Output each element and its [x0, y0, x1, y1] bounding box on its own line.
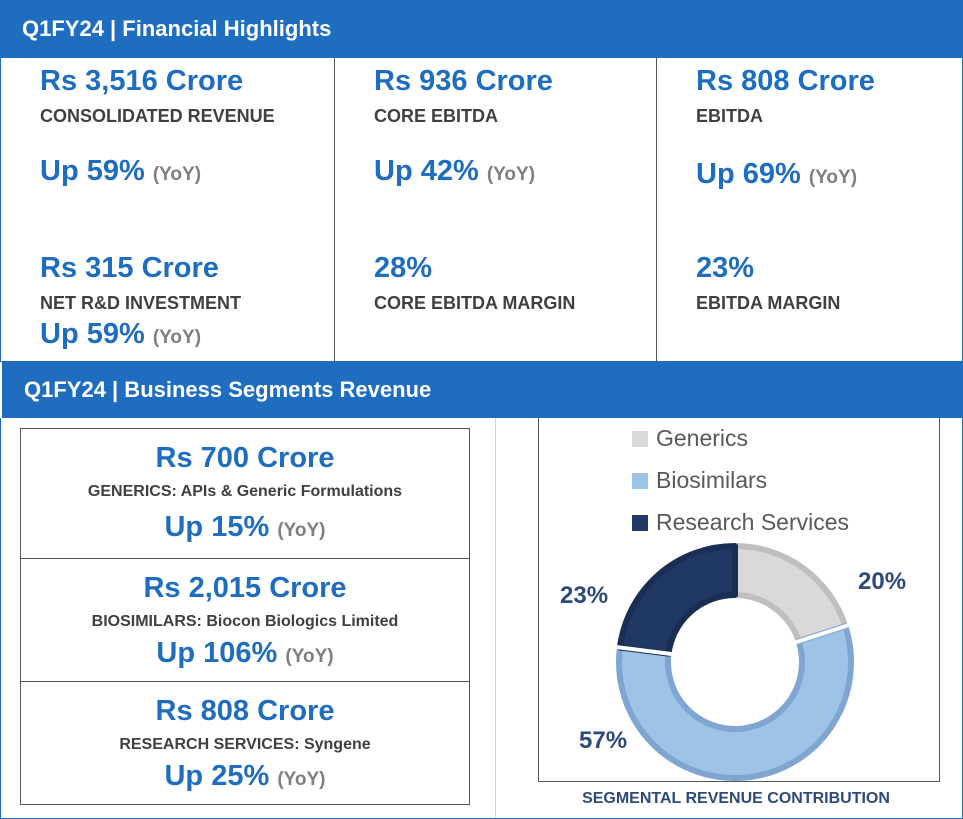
- revenue-metric: Rs 3,516 Crore CONSOLIDATED REVENUE Up 5…: [40, 67, 275, 188]
- segment-research-growth: Up 25% (YoY): [21, 760, 469, 793]
- revenue-growth: Up 59% (YoY): [40, 155, 275, 188]
- segment-biosimilars-label: BIOSIMILARS: Biocon Biologics Limited: [91, 613, 399, 630]
- chart-caption: SEGMENTAL REVENUE CONTRIBUTION: [582, 790, 890, 807]
- revenue-growth-value: Up 59%: [40, 155, 145, 187]
- legend-swatch-research: [632, 514, 648, 531]
- segment-biosimilars-growth-value: Up 106%: [156, 637, 278, 669]
- slice-label-research: 23%: [560, 582, 609, 609]
- financial-highlights-title: Q1FY24 | Financial Highlights: [22, 16, 332, 41]
- legend-label-generics: Generics: [656, 425, 749, 451]
- segment-generics-growth-value: Up 15%: [164, 511, 270, 543]
- donut-slice-separator: [795, 623, 849, 645]
- core-ebitda-metric: Rs 936 Crore CORE EBITDA Up 42% (YoY): [374, 67, 553, 188]
- ebitda-label: EBITDA: [696, 106, 763, 126]
- core-ebitda-yoy: (YoY): [486, 164, 536, 185]
- rnd-metric: Rs 315 Crore NET R&D INVESTMENT Up 59% (…: [40, 254, 241, 351]
- legend-swatch-biosimilars: [632, 472, 648, 489]
- segment-biosimilars-growth: Up 106% (YoY): [21, 637, 469, 670]
- segment-generics: Rs 700 Crore GENERICS: APIs & Generic Fo…: [20, 428, 470, 559]
- core-ebitda-value: Rs 936 Crore: [374, 65, 553, 97]
- ebitda-margin-label: EBITDA MARGIN: [696, 293, 841, 313]
- legend-label-research: Research Services: [656, 509, 850, 535]
- legend-item-generics: Generics: [632, 425, 748, 452]
- core-margin-metric: 28% CORE EBITDA MARGIN: [374, 254, 575, 314]
- legend-label-biosimilars: Biosimilars: [656, 467, 768, 493]
- donut-slice-research: [616, 543, 738, 657]
- core-ebitda-growth-value: Up 42%: [374, 155, 479, 187]
- core-ebitda-label: CORE EBITDA: [374, 106, 499, 126]
- ebitda-metric: Rs 808 Crore EBITDA Up 69% (YoY): [696, 67, 875, 191]
- segment-research-value: Rs 808 Crore: [155, 695, 335, 727]
- segment-generics-value: Rs 700 Crore: [155, 442, 335, 474]
- donut-slice-biosimilars: [616, 623, 854, 781]
- segment-generics-growth: Up 15% (YoY): [21, 511, 469, 544]
- donut-slice-separator: [616, 645, 672, 656]
- slice-label-biosimilars: 57%: [579, 727, 628, 754]
- legend-item-biosimilars: Biosimilars: [632, 467, 767, 494]
- segments-title: Q1FY24 | Business Segments Revenue: [24, 377, 432, 402]
- column-divider: [334, 58, 335, 362]
- core-ebitda-growth: Up 42% (YoY): [374, 155, 553, 188]
- chart-frame: [538, 418, 940, 782]
- segment-research: Rs 808 Crore RESEARCH SERVICES: Syngene …: [20, 681, 470, 805]
- revenue-yoy: (YoY): [152, 164, 202, 185]
- segments-banner: Q1FY24 | Business Segments Revenue: [2, 362, 963, 418]
- ebitda-yoy: (YoY): [808, 167, 858, 188]
- segment-research-label: RESEARCH SERVICES: Syngene: [119, 736, 371, 753]
- rnd-label: NET R&D INVESTMENT: [40, 293, 242, 313]
- segment-biosimilars-yoy: (YoY): [285, 646, 334, 667]
- rnd-yoy: (YoY): [152, 327, 202, 348]
- ebitda-growth: Up 69% (YoY): [696, 158, 875, 191]
- rnd-growth-value: Up 59%: [40, 318, 145, 350]
- segment-biosimilars-value: Rs 2,015 Crore: [143, 572, 347, 604]
- ebitda-margin-metric: 23% EBITDA MARGIN: [696, 254, 840, 314]
- column-divider: [656, 58, 657, 362]
- rnd-growth: Up 59% (YoY): [40, 318, 241, 351]
- legend-item-research: Research Services: [632, 509, 849, 536]
- legend-swatch-generics: [632, 430, 648, 447]
- slice-label-generics: 20%: [858, 568, 907, 595]
- segment-research-growth-value: Up 25%: [164, 760, 270, 792]
- segment-research-yoy: (YoY): [277, 769, 326, 790]
- ebitda-growth-value: Up 69%: [696, 158, 801, 190]
- financial-highlights-banner: Q1FY24 | Financial Highlights: [0, 0, 963, 58]
- revenue-label: CONSOLIDATED REVENUE: [40, 106, 275, 126]
- ebitda-margin-value: 23%: [696, 252, 755, 284]
- ebitda-value: Rs 808 Crore: [696, 65, 875, 97]
- panel-divider: [495, 418, 496, 818]
- donut-slice-generics: [732, 543, 849, 645]
- core-margin-value: 28%: [374, 252, 433, 284]
- rnd-value: Rs 315 Crore: [40, 252, 219, 284]
- segment-generics-label: GENERICS: APIs & Generic Formulations: [87, 483, 403, 500]
- segment-generics-yoy: (YoY): [277, 520, 326, 541]
- financial-highlights-panel: Rs 3,516 Crore CONSOLIDATED REVENUE Up 5…: [0, 58, 963, 362]
- core-margin-label: CORE EBITDA MARGIN: [374, 293, 576, 313]
- revenue-value: Rs 3,516 Crore: [40, 65, 244, 97]
